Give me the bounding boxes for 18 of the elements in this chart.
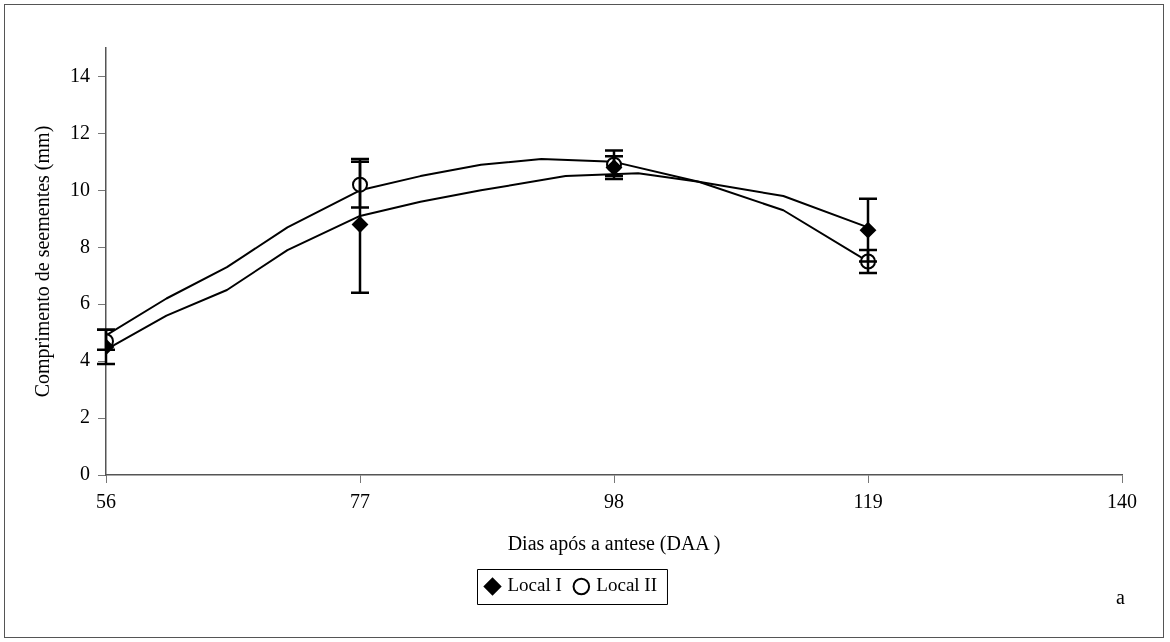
legend-label: Local I [507, 574, 562, 596]
y-tick-label: 6 [80, 291, 90, 314]
y-tick-label: 10 [70, 177, 90, 200]
x-tick-label: 98 [604, 490, 624, 513]
y-tick-label: 2 [80, 405, 90, 428]
text: a [1116, 586, 1125, 609]
x-axis-title: Dias após a antese (DAA ) [507, 532, 721, 556]
y-tick-label: 4 [80, 348, 90, 371]
x-tick-label: 140 [1107, 490, 1137, 513]
y-tick-label: 8 [80, 234, 90, 257]
x-tick-label: 119 [853, 490, 883, 513]
y-tick-label: 12 [70, 120, 90, 143]
y-tick-label: 0 [80, 462, 90, 485]
x-tick-label: 56 [96, 490, 116, 513]
y-axis-title: Comprimento de seementes (mm) [31, 125, 55, 398]
x-tick-label: 77 [350, 490, 370, 513]
y-tick-label: 14 [70, 63, 90, 86]
legend-label: Local II [596, 574, 657, 596]
